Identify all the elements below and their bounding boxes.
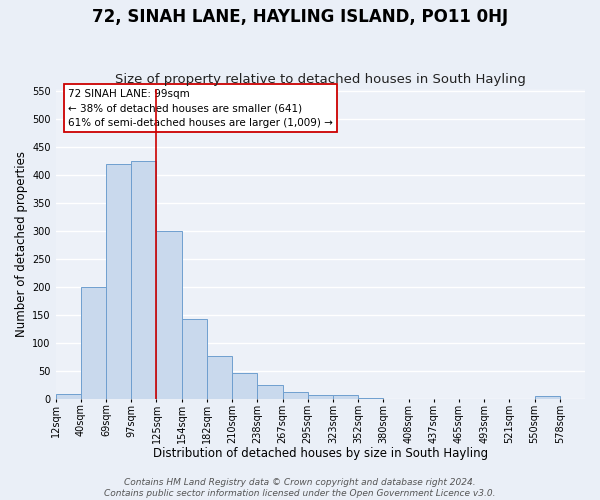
Bar xyxy=(257,386,283,400)
Bar xyxy=(383,398,409,400)
Bar xyxy=(232,373,257,400)
Bar xyxy=(131,162,157,400)
Title: Size of property relative to detached houses in South Hayling: Size of property relative to detached ho… xyxy=(115,73,526,86)
Bar xyxy=(358,398,383,400)
Bar xyxy=(207,356,232,400)
Text: 72 SINAH LANE: 99sqm
← 38% of detached houses are smaller (641)
61% of semi-deta: 72 SINAH LANE: 99sqm ← 38% of detached h… xyxy=(68,88,333,128)
Bar xyxy=(333,396,358,400)
Text: 72, SINAH LANE, HAYLING ISLAND, PO11 0HJ: 72, SINAH LANE, HAYLING ISLAND, PO11 0HJ xyxy=(92,8,508,26)
Bar xyxy=(283,392,308,400)
Bar xyxy=(157,232,182,400)
X-axis label: Distribution of detached houses by size in South Hayling: Distribution of detached houses by size … xyxy=(153,447,488,460)
Bar xyxy=(81,288,106,400)
Y-axis label: Number of detached properties: Number of detached properties xyxy=(15,151,28,337)
Bar xyxy=(106,164,131,400)
Bar xyxy=(308,395,333,400)
Bar xyxy=(535,396,560,400)
Text: Contains HM Land Registry data © Crown copyright and database right 2024.
Contai: Contains HM Land Registry data © Crown c… xyxy=(104,478,496,498)
Bar xyxy=(56,394,81,400)
Bar xyxy=(182,319,207,400)
